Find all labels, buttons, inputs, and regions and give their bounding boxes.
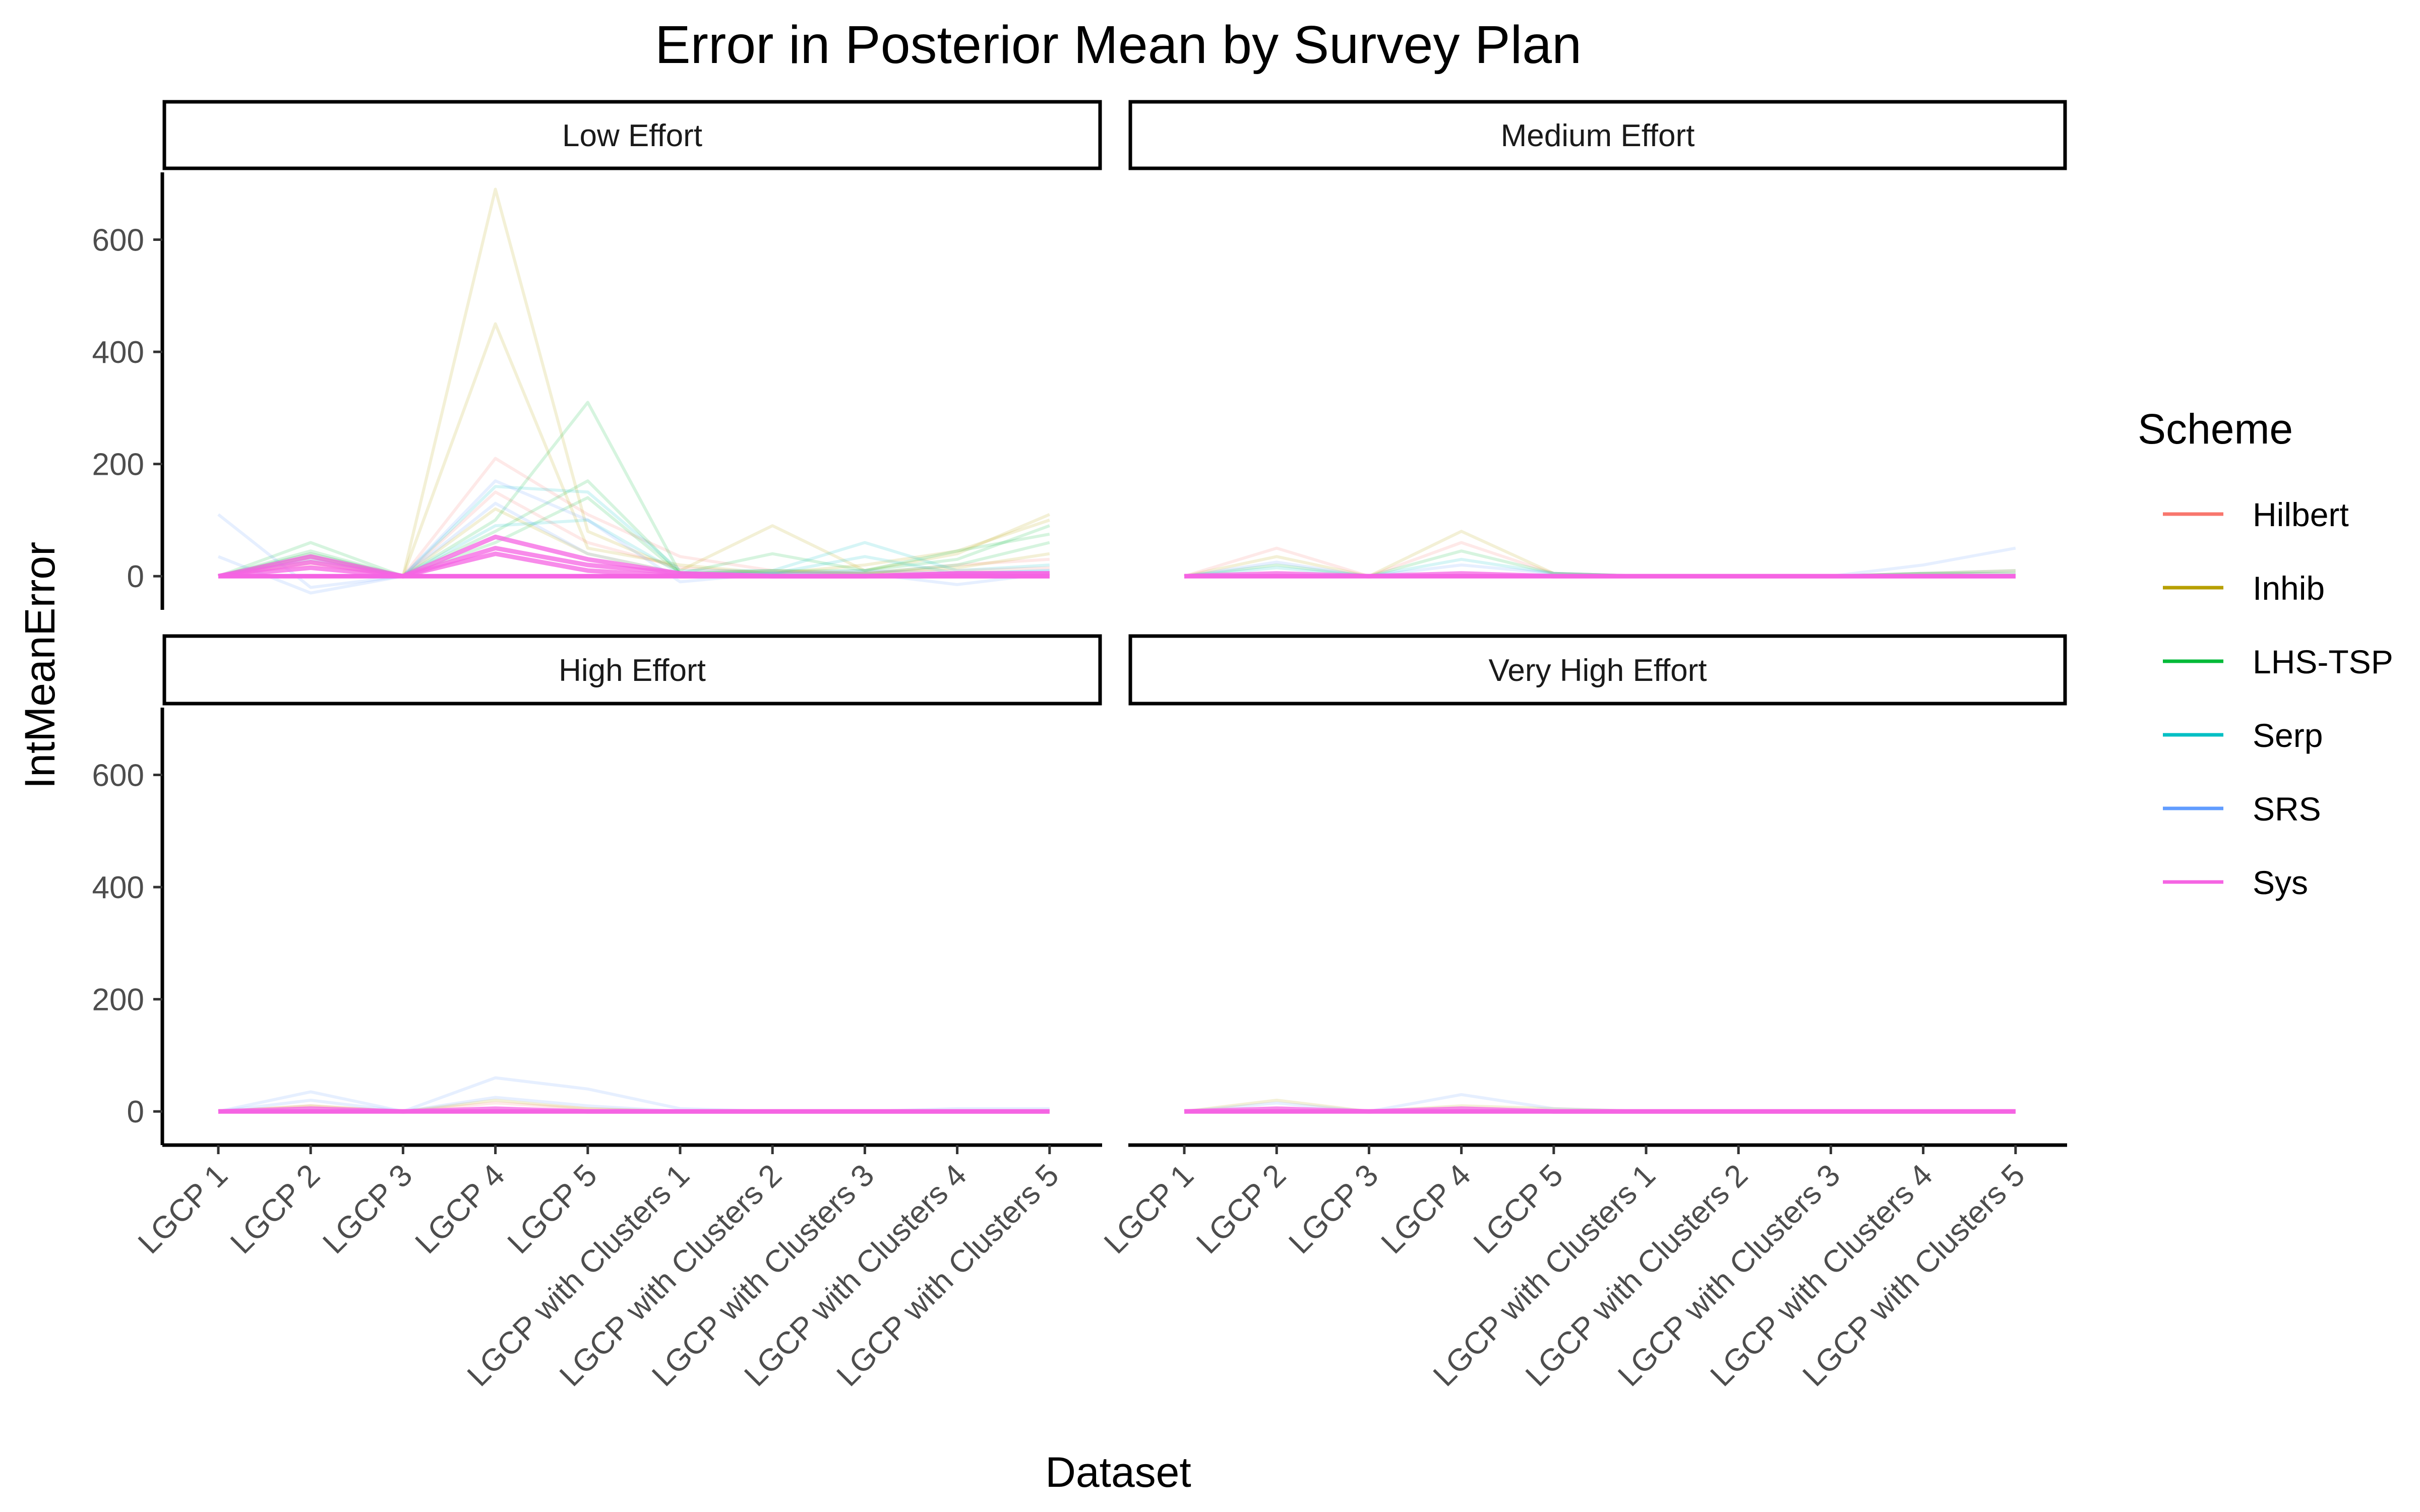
y-tick-label: 0 — [127, 559, 144, 594]
legend-item-inhib: Inhib — [2163, 570, 2325, 607]
panel-low-effort: Low Effort 0 200 400 600 — [92, 100, 1102, 610]
series-lines — [1184, 1093, 2016, 1114]
facet-strip-label: High Effort — [559, 653, 706, 688]
y-tick-label: 0 — [127, 1095, 144, 1129]
y-axis-title: IntMeanError — [16, 542, 64, 789]
x-tick-label: LGCP 2 — [1190, 1158, 1293, 1261]
y-tick-label: 400 — [92, 870, 144, 905]
y-tick-label: 200 — [92, 983, 144, 1018]
facet-strip — [1128, 634, 2067, 706]
legend-label: Hilbert — [2253, 496, 2349, 533]
legend-label: Sys — [2253, 864, 2308, 901]
panel-medium-effort: Medium Effort — [1128, 100, 2067, 579]
series-line-lhs-tsp — [218, 479, 1050, 578]
facet-strip — [1128, 100, 2067, 170]
x-tick-label: LGCP 1 — [1098, 1158, 1200, 1261]
series-line-srs — [217, 501, 1050, 595]
panels-layer: Low Effort 0 200 400 600 Medium Effort High Ef… — [92, 100, 2067, 1393]
legend-item-lhs-tsp: LHS-TSP — [2163, 643, 2393, 680]
legend-label: Inhib — [2253, 570, 2325, 607]
facet-strip-label: Very High Effort — [1488, 653, 1707, 688]
y-tick-label: 600 — [92, 223, 144, 258]
legend-item-hilbert: Hilbert — [2163, 496, 2349, 533]
facet-strip-label: Low Effort — [562, 118, 702, 153]
legend-label: Serp — [2253, 717, 2323, 754]
x-tick-label: LGCP 1 — [132, 1158, 234, 1261]
x-axis-title: Dataset — [1045, 1448, 1191, 1496]
x-tick-label: LGCP 4 — [409, 1158, 512, 1261]
x-tick-label: LGCP 3 — [1282, 1158, 1385, 1261]
series-line-srs — [217, 479, 1050, 589]
y-tick-label: 600 — [92, 759, 144, 793]
legend-label: SRS — [2253, 790, 2321, 828]
series-lines — [218, 1076, 1050, 1114]
x-tick-label: LGCP 4 — [1375, 1158, 1478, 1261]
facet-strip — [162, 100, 1102, 170]
facet-strip — [162, 634, 1102, 706]
x-tick-label: LGCP 3 — [316, 1158, 419, 1261]
legend-item-srs: SRS — [2163, 790, 2321, 828]
y-tick-label: 400 — [92, 335, 144, 370]
chart-title: Error in Posterior Mean by Survey Plan — [655, 15, 1582, 75]
y-tick-label: 200 — [92, 448, 144, 482]
x-tick-label: LGCP 2 — [224, 1158, 327, 1261]
legend: Scheme Hilbert Inhib LHS-TSP Serp SRS Sys — [2138, 405, 2393, 901]
series-lines — [1184, 530, 2016, 579]
legend-item-serp: Serp — [2163, 717, 2323, 754]
legend-title: Scheme — [2138, 405, 2293, 453]
series-lines — [217, 187, 1050, 595]
series-line-lhs-tsp — [217, 401, 1050, 578]
legend-label: LHS-TSP — [2253, 643, 2393, 680]
facet-strip-label: Medium Effort — [1501, 118, 1695, 153]
legend-item-sys: Sys — [2163, 864, 2308, 901]
series-line-inhib — [218, 322, 1050, 578]
series-line-inhib — [218, 187, 1050, 578]
